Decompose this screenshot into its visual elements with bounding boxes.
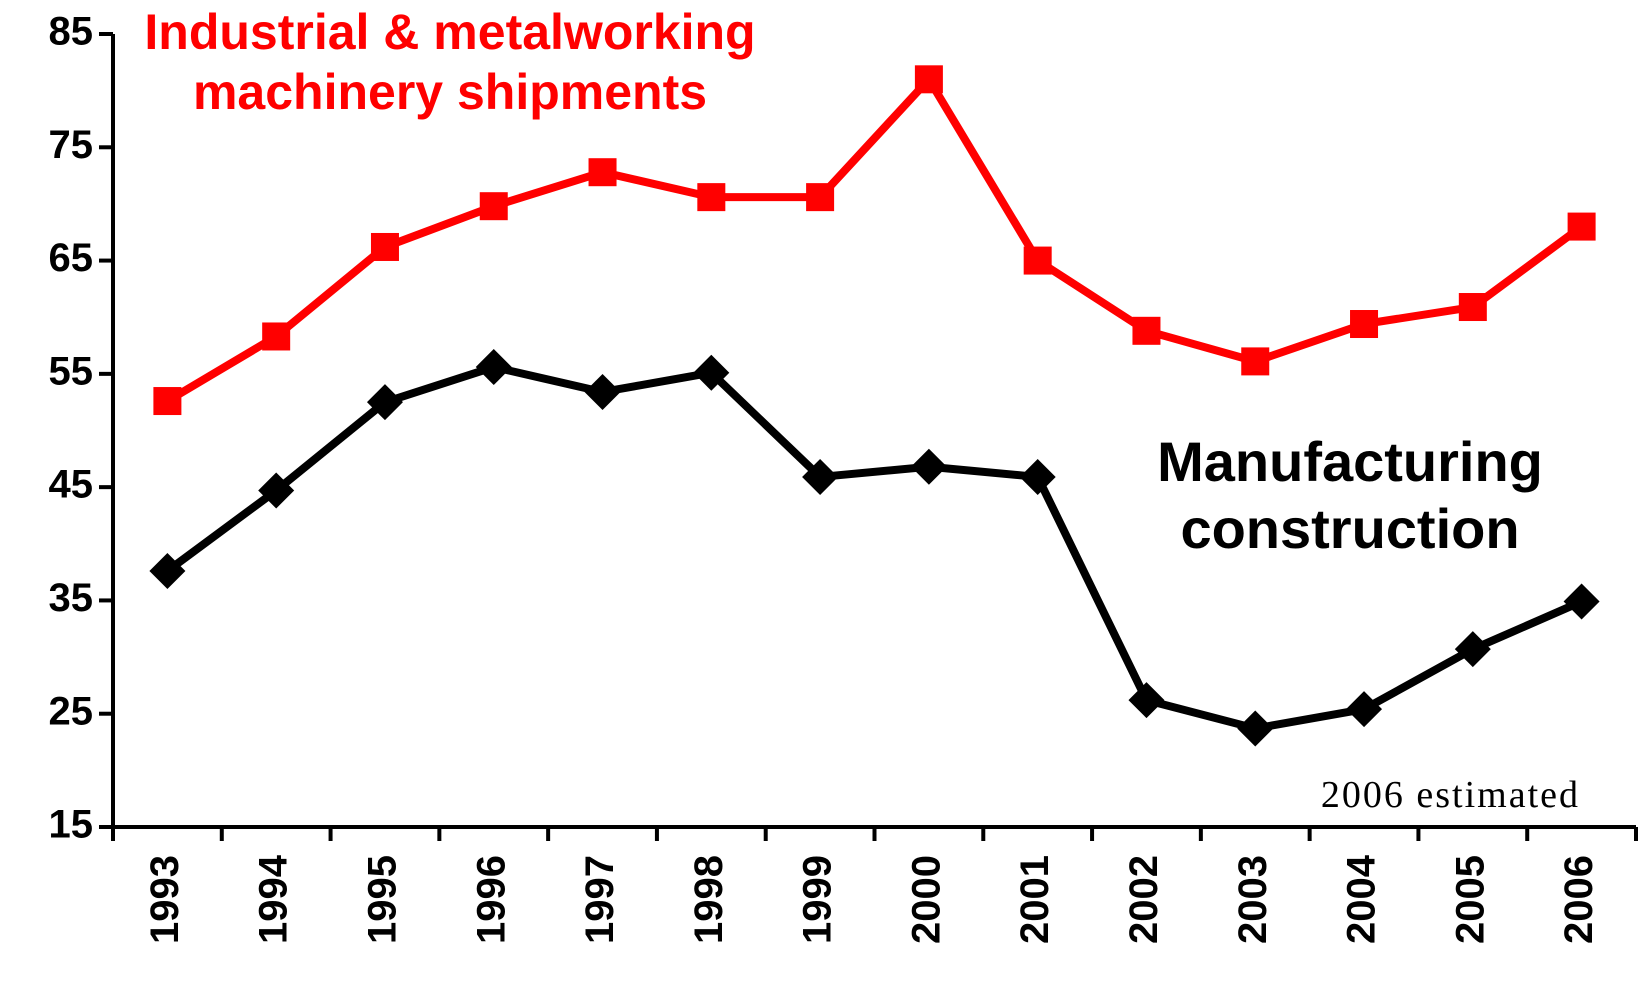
series-label: Industrial & metalworking machinery ship… <box>144 4 756 120</box>
series-line <box>165 75 1584 405</box>
x-tick-label: 2000 <box>904 855 948 944</box>
marker <box>806 183 835 212</box>
x-tick-label: 1998 <box>687 855 731 944</box>
marker <box>1023 246 1052 275</box>
y-tick-label: 15 <box>49 803 94 847</box>
marker <box>1019 458 1056 495</box>
marker <box>1563 583 1600 620</box>
marker <box>1454 631 1491 668</box>
marker <box>370 232 399 261</box>
y-tick-label: 65 <box>49 236 94 280</box>
x-tick-label: 2003 <box>1231 855 1275 944</box>
x-tick-label: 1994 <box>252 854 296 944</box>
x-tick-label: 1996 <box>469 855 513 944</box>
marker <box>366 384 403 421</box>
marker <box>1237 710 1274 747</box>
marker <box>693 354 730 391</box>
x-tick-label: 1995 <box>361 855 405 944</box>
marker <box>584 373 621 410</box>
marker <box>1128 682 1165 719</box>
marker <box>1346 691 1383 728</box>
marker <box>258 472 295 509</box>
marker <box>262 322 291 351</box>
marker <box>910 448 947 485</box>
x-tick-label: 1993 <box>143 855 187 944</box>
y-tick-label: 35 <box>49 576 94 620</box>
y-tick-label: 45 <box>49 463 94 507</box>
marker <box>1132 316 1161 345</box>
annotation: 2006 estimated <box>1320 774 1580 816</box>
marker <box>479 192 508 221</box>
marker <box>153 387 182 416</box>
marker <box>1567 212 1596 241</box>
marker <box>802 458 839 495</box>
marker <box>914 65 943 94</box>
marker <box>1350 310 1379 339</box>
x-tick-label: 2006 <box>1557 855 1601 944</box>
marker <box>1458 293 1487 322</box>
x-tick-label: 2005 <box>1448 855 1492 944</box>
y-tick-label: 55 <box>49 349 94 393</box>
y-tick-label: 25 <box>49 689 94 733</box>
x-tick-label: 2001 <box>1013 855 1057 944</box>
marker <box>149 552 186 589</box>
series-label: Manufacturing construction <box>1157 430 1543 561</box>
series-line <box>165 363 1584 733</box>
marker <box>475 349 512 386</box>
marker <box>697 183 726 212</box>
y-tick-label: 75 <box>49 123 94 167</box>
marker <box>588 158 617 187</box>
x-tick-label: 2002 <box>1122 855 1166 944</box>
x-tick-label: 1999 <box>796 855 840 944</box>
x-tick-label: 2004 <box>1340 854 1384 944</box>
marker <box>1241 347 1270 376</box>
x-tick-label: 1997 <box>578 855 622 944</box>
y-tick-label: 85 <box>49 10 94 54</box>
